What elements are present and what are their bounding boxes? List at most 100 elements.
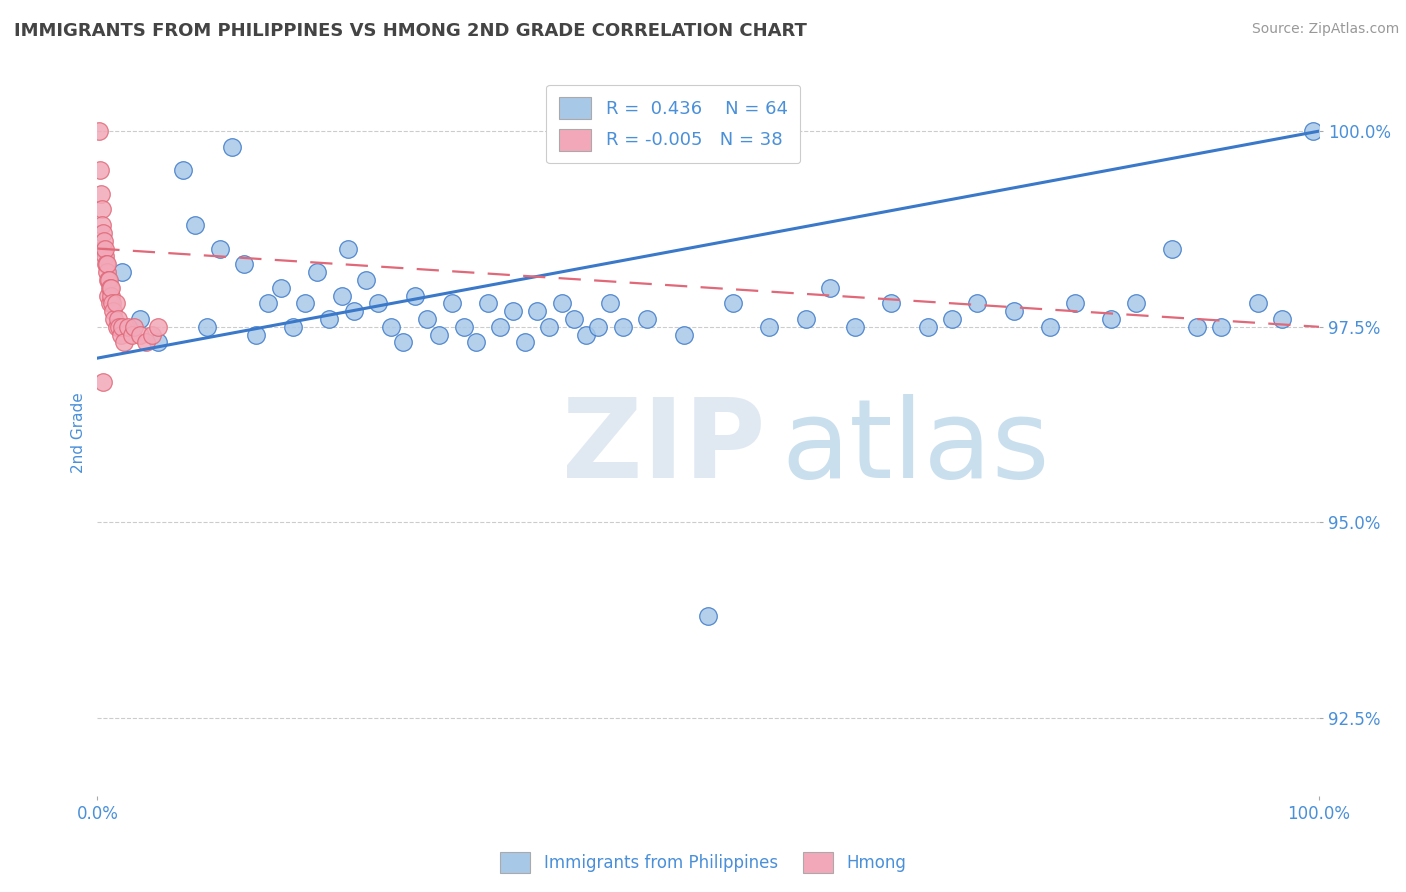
Point: [141, 327, 163, 342]
Text: IMMIGRANTS FROM PHILIPPINES VS HMONG 2ND GRADE CORRELATION CHART: IMMIGRANTS FROM PHILIPPINES VS HMONG 2ND…: [14, 22, 807, 40]
Point: [96, 265, 118, 279]
Point: [105, 319, 128, 334]
Point: [93, 242, 115, 256]
Point: [477, 296, 499, 310]
Point: [184, 218, 207, 232]
Point: [129, 312, 152, 326]
Point: [966, 296, 988, 310]
Point: [89, 163, 111, 178]
Point: [93, 375, 115, 389]
Point: [103, 304, 125, 318]
Point: [172, 163, 194, 178]
Point: [1271, 312, 1294, 326]
Point: [122, 319, 145, 334]
Point: [465, 335, 488, 350]
Legend: Immigrants from Philippines, Hmong: Immigrants from Philippines, Hmong: [494, 846, 912, 880]
Point: [233, 257, 256, 271]
Point: [107, 312, 129, 326]
Point: [1002, 304, 1025, 318]
Point: [550, 296, 572, 310]
Point: [100, 288, 122, 302]
Point: [330, 288, 353, 302]
Point: [101, 296, 124, 310]
Point: [1161, 242, 1184, 256]
Text: Source: ZipAtlas.com: Source: ZipAtlas.com: [1251, 22, 1399, 37]
Point: [380, 319, 402, 334]
Point: [195, 319, 218, 334]
Point: [93, 249, 115, 263]
Point: [148, 319, 170, 334]
Point: [575, 327, 598, 342]
Point: [502, 304, 524, 318]
Point: [721, 296, 744, 310]
Point: [336, 242, 359, 256]
Point: [96, 257, 118, 271]
Point: [820, 281, 842, 295]
Point: [941, 312, 963, 326]
Point: [97, 273, 120, 287]
Point: [135, 335, 157, 350]
Point: [97, 288, 120, 302]
Point: [221, 140, 243, 154]
Point: [208, 242, 231, 256]
Point: [672, 327, 695, 342]
Point: [91, 218, 114, 232]
Point: [612, 319, 634, 334]
Point: [111, 265, 134, 279]
Point: [917, 319, 939, 334]
Point: [758, 319, 780, 334]
Point: [98, 296, 121, 310]
Point: [93, 234, 115, 248]
Point: [354, 273, 377, 287]
Point: [453, 319, 475, 334]
Point: [440, 296, 463, 310]
Point: [257, 296, 280, 310]
Point: [636, 312, 658, 326]
Point: [489, 319, 512, 334]
Point: [1039, 319, 1062, 334]
Point: [245, 327, 267, 342]
Point: [1099, 312, 1122, 326]
Point: [1211, 319, 1233, 334]
Point: [844, 319, 866, 334]
Point: [111, 319, 134, 334]
Text: atlas: atlas: [782, 393, 1050, 500]
Point: [538, 319, 561, 334]
Y-axis label: 2nd Grade: 2nd Grade: [72, 392, 86, 473]
Point: [880, 296, 903, 310]
Point: [1302, 124, 1324, 138]
Point: [526, 304, 548, 318]
Point: [110, 327, 132, 342]
Point: [416, 312, 439, 326]
Point: [98, 281, 121, 295]
Point: [343, 304, 366, 318]
Point: [794, 312, 817, 326]
Point: [307, 265, 329, 279]
Point: [1247, 296, 1270, 310]
Text: ZIP: ZIP: [561, 393, 765, 500]
Point: [112, 335, 135, 350]
Point: [90, 186, 112, 201]
Point: [94, 257, 117, 271]
Point: [391, 335, 413, 350]
Point: [367, 296, 389, 310]
Point: [121, 327, 143, 342]
Point: [103, 312, 125, 326]
Point: [129, 327, 152, 342]
Point: [281, 319, 304, 334]
Point: [513, 335, 536, 350]
Point: [429, 327, 451, 342]
Point: [1125, 296, 1147, 310]
Point: [599, 296, 621, 310]
Point: [100, 281, 122, 295]
Point: [104, 296, 127, 310]
Point: [94, 242, 117, 256]
Point: [318, 312, 340, 326]
Point: [117, 319, 139, 334]
Point: [1063, 296, 1085, 310]
Point: [91, 226, 114, 240]
Point: [404, 288, 426, 302]
Point: [586, 319, 609, 334]
Legend: R =  0.436    N = 64, R = -0.005   N = 38: R = 0.436 N = 64, R = -0.005 N = 38: [546, 85, 800, 163]
Point: [148, 335, 170, 350]
